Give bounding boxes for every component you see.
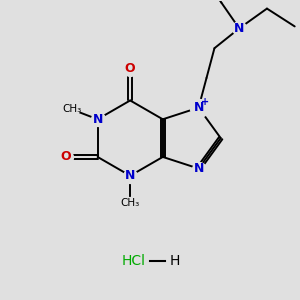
Text: CH₃: CH₃ [121,199,140,208]
Text: N: N [194,101,204,114]
Text: N: N [92,113,103,126]
Text: +: + [202,97,210,107]
Text: N: N [194,162,204,175]
Text: H: H [169,254,180,268]
Text: O: O [61,150,71,164]
Text: O: O [125,62,136,75]
Text: N: N [125,169,135,182]
Text: CH₃: CH₃ [62,104,81,114]
Text: HCl: HCl [121,254,145,268]
Text: N: N [234,22,244,35]
